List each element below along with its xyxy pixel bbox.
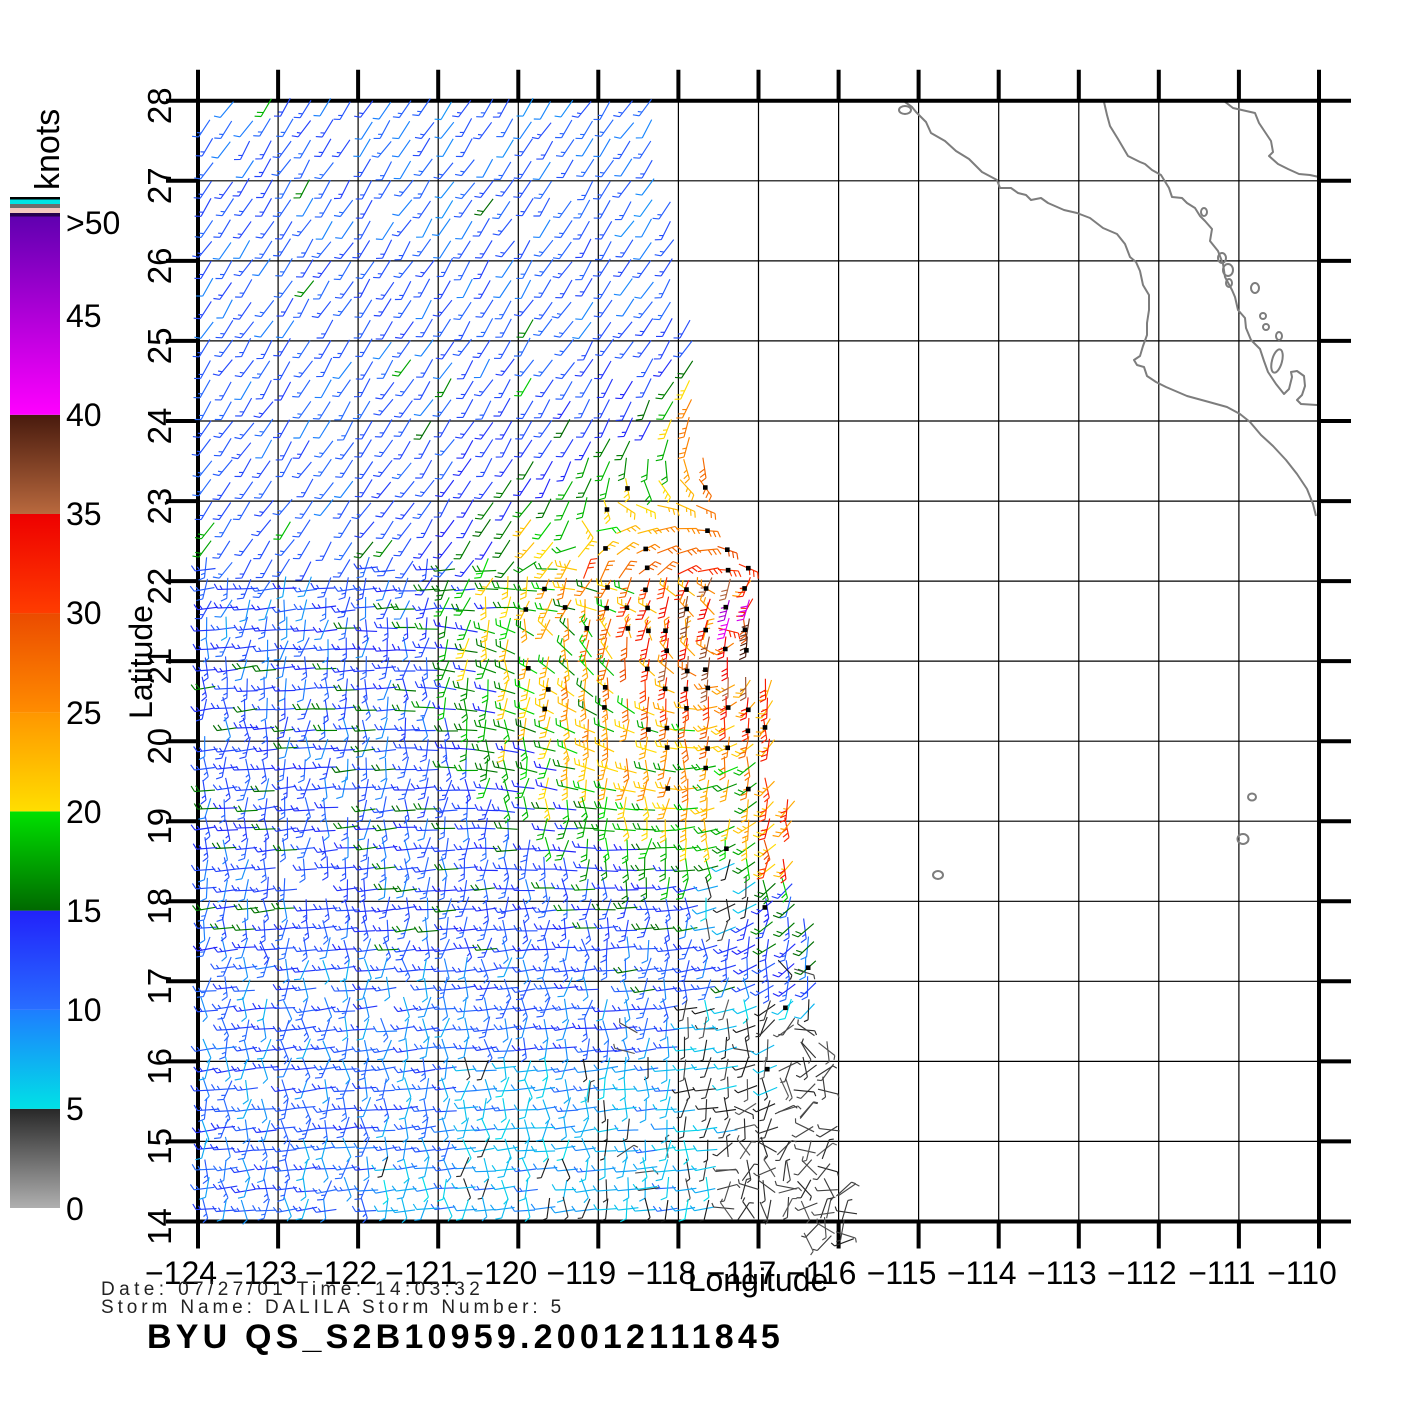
- svg-text:−111: −111: [1188, 1255, 1255, 1291]
- svg-text:27: 27: [141, 167, 178, 204]
- svg-text:22: 22: [141, 568, 178, 605]
- svg-text:35: 35: [66, 496, 102, 532]
- svg-text:knots: knots: [29, 109, 67, 190]
- svg-text:28: 28: [141, 87, 178, 124]
- svg-text:>50: >50: [66, 205, 120, 241]
- svg-text:16: 16: [141, 1048, 178, 1085]
- svg-text:10: 10: [66, 992, 102, 1028]
- svg-text:−112: −112: [1107, 1255, 1177, 1291]
- svg-text:−119: −119: [546, 1255, 616, 1291]
- svg-text:15: 15: [141, 1128, 178, 1165]
- svg-text:−120: −120: [465, 1255, 537, 1291]
- svg-text:−110: −110: [1267, 1255, 1337, 1291]
- svg-text:−114: −114: [947, 1255, 1017, 1291]
- svg-text:Date: 07/27/01 Time: 14:0: Date: 07/27/01 Time: 14:03:32: [101, 1279, 484, 1300]
- svg-text:26: 26: [141, 248, 178, 285]
- svg-text:23: 23: [141, 488, 178, 525]
- svg-text:20: 20: [66, 794, 102, 830]
- svg-text:−113: −113: [1027, 1255, 1097, 1291]
- svg-text:40: 40: [66, 397, 102, 433]
- svg-text:45: 45: [66, 298, 102, 334]
- svg-text:−118: −118: [627, 1255, 697, 1291]
- svg-text:25: 25: [141, 328, 178, 365]
- svg-text:18: 18: [141, 888, 178, 925]
- svg-text:0: 0: [66, 1191, 84, 1227]
- svg-text:24: 24: [141, 408, 178, 445]
- svg-text:−123: −123: [225, 1255, 297, 1291]
- svg-text:Latitude: Latitude: [123, 605, 159, 719]
- svg-text:−121: −121: [385, 1255, 457, 1291]
- svg-text:14: 14: [141, 1208, 178, 1245]
- svg-text:−117: −117: [707, 1255, 777, 1291]
- svg-text:5: 5: [66, 1091, 84, 1127]
- svg-text:15: 15: [66, 893, 102, 929]
- svg-text:17: 17: [141, 968, 178, 1005]
- svg-text:BYU QS_S2B10959.20012111845: BYU QS_S2B10959.20012111845: [147, 1318, 784, 1356]
- svg-text:−122: −122: [305, 1255, 377, 1291]
- svg-text:21: 21: [141, 648, 178, 685]
- svg-text:Longitude: Longitude: [688, 1262, 829, 1298]
- svg-text:−115: −115: [867, 1255, 937, 1291]
- svg-text:20: 20: [141, 728, 178, 765]
- svg-text:30: 30: [66, 595, 102, 631]
- svg-text:19: 19: [141, 808, 178, 845]
- svg-text:25: 25: [66, 695, 102, 731]
- svg-text:Storm Name: DALILA Storm: Storm Name: DALILA Storm Number: 5: [101, 1297, 565, 1318]
- svg-text:−116: −116: [787, 1255, 857, 1291]
- svg-text:−124: −124: [145, 1255, 217, 1291]
